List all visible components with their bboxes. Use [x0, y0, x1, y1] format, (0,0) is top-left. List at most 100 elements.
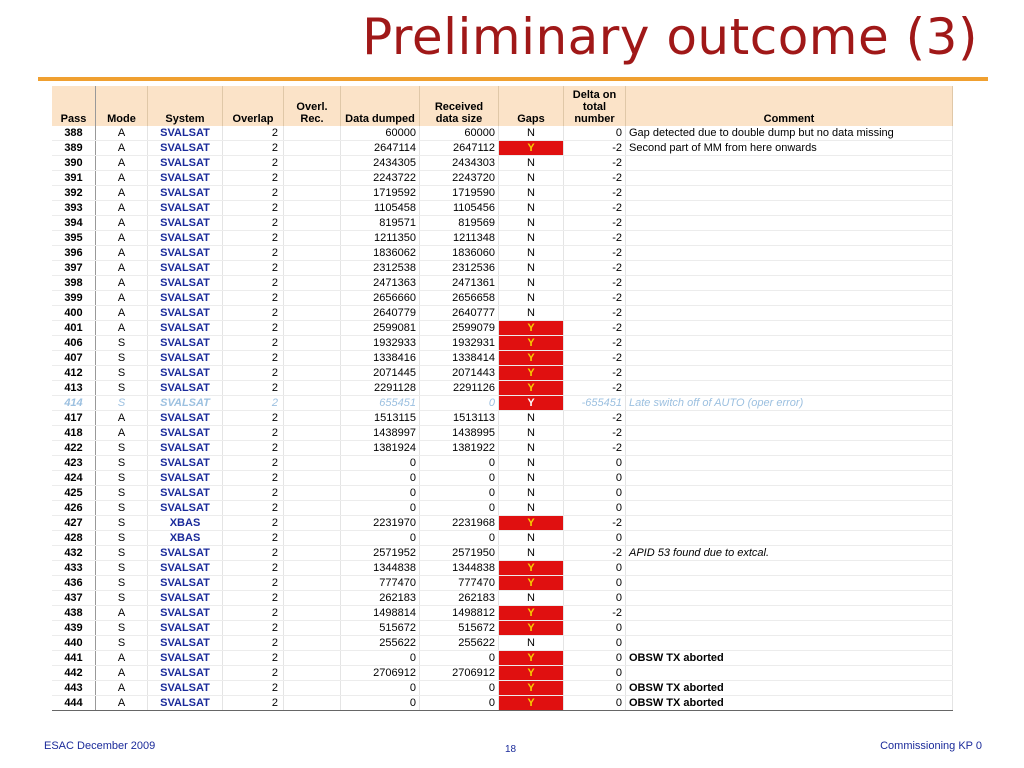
system-cell: SVALSAT: [147, 410, 223, 426]
overlap-cell: 2: [222, 500, 284, 516]
received-cell: 1719590: [419, 185, 499, 201]
delta-cell: 0: [563, 635, 626, 651]
mode-cell: A: [95, 185, 148, 201]
pass-cell: 423: [52, 455, 96, 471]
mode-cell: S: [95, 515, 148, 531]
pass-cell: 441: [52, 650, 96, 666]
data-dumped-cell: 1438997: [340, 425, 420, 441]
data-dumped-cell: 515672: [340, 620, 420, 636]
received-cell: 0: [419, 530, 499, 546]
mode-cell: A: [95, 305, 148, 321]
table-row: 424 S SVALSAT 2 0 0 N 0: [52, 470, 953, 486]
delta-cell: 0: [563, 470, 626, 486]
gaps-cell: Y: [498, 515, 564, 531]
mode-cell: S: [95, 635, 148, 651]
received-cell: 0: [419, 395, 499, 411]
overl-rec-cell: [283, 695, 341, 711]
data-dumped-cell: 0: [340, 650, 420, 666]
overlap-cell: 2: [222, 185, 284, 201]
overl-rec-cell: [283, 395, 341, 411]
received-cell: 515672: [419, 620, 499, 636]
mode-cell: S: [95, 440, 148, 456]
table-row: 412 S SVALSAT 2 2071445 2071443 Y -2: [52, 365, 953, 381]
overlap-cell: 2: [222, 455, 284, 471]
delta-cell: -2: [563, 515, 626, 531]
gaps-cell: N: [498, 530, 564, 546]
overl-rec-cell: [283, 515, 341, 531]
system-cell: SVALSAT: [147, 425, 223, 441]
table-row: 413 S SVALSAT 2 2291128 2291126 Y -2: [52, 380, 953, 396]
overlap-cell: 2: [222, 126, 284, 141]
overlap-cell: 2: [222, 140, 284, 156]
pass-cell: 439: [52, 620, 96, 636]
system-cell: SVALSAT: [147, 500, 223, 516]
overlap-cell: 2: [222, 620, 284, 636]
gaps-cell: Y: [498, 650, 564, 666]
delta-cell: -2: [563, 140, 626, 156]
table-row: 399 A SVALSAT 2 2656660 2656658 N -2: [52, 290, 953, 306]
mode-cell: A: [95, 155, 148, 171]
mode-cell: S: [95, 530, 148, 546]
data-dumped-cell: 2434305: [340, 155, 420, 171]
table-row: 417 A SVALSAT 2 1513115 1513113 N -2: [52, 410, 953, 426]
overlap-cell: 2: [222, 230, 284, 246]
received-cell: 262183: [419, 590, 499, 606]
gaps-cell: Y: [498, 365, 564, 381]
overlap-cell: 2: [222, 200, 284, 216]
delta-cell: 0: [563, 500, 626, 516]
comment-cell: [625, 575, 953, 591]
outcome-table: Pass Mode System Overlap Overl. Rec. Data…: [52, 86, 953, 711]
pass-cell: 418: [52, 425, 96, 441]
overlap-cell: 2: [222, 395, 284, 411]
gaps-cell: N: [498, 305, 564, 321]
data-dumped-cell: 1338416: [340, 350, 420, 366]
pass-cell: 392: [52, 185, 96, 201]
table-row: 401 A SVALSAT 2 2599081 2599079 Y -2: [52, 320, 953, 336]
overlap-cell: 2: [222, 665, 284, 681]
system-cell: SVALSAT: [147, 365, 223, 381]
header-system: System: [147, 86, 223, 126]
data-dumped-cell: 2291128: [340, 380, 420, 396]
comment-cell: OBSW TX aborted: [625, 650, 953, 666]
comment-cell: [625, 245, 953, 261]
system-cell: SVALSAT: [147, 155, 223, 171]
system-cell: SVALSAT: [147, 320, 223, 336]
mode-cell: A: [95, 260, 148, 276]
mode-cell: A: [95, 605, 148, 621]
pass-cell: 394: [52, 215, 96, 231]
pass-cell: 428: [52, 530, 96, 546]
table-row: 441 A SVALSAT 2 0 0 Y 0 OBSW TX aborted: [52, 650, 953, 666]
table-row: 427 S XBAS 2 2231970 2231968 Y -2: [52, 515, 953, 531]
pass-cell: 393: [52, 200, 96, 216]
mode-cell: S: [95, 335, 148, 351]
pass-cell: 391: [52, 170, 96, 186]
overlap-cell: 2: [222, 605, 284, 621]
gaps-cell: N: [498, 290, 564, 306]
comment-cell: OBSW TX aborted: [625, 695, 953, 711]
mode-cell: S: [95, 395, 148, 411]
system-cell: SVALSAT: [147, 290, 223, 306]
delta-cell: -2: [563, 320, 626, 336]
data-dumped-cell: 655451: [340, 395, 420, 411]
data-dumped-cell: 2656660: [340, 290, 420, 306]
data-dumped-cell: 0: [340, 500, 420, 516]
data-dumped-cell: 60000: [340, 126, 420, 141]
mode-cell: A: [95, 170, 148, 186]
pass-cell: 433: [52, 560, 96, 576]
table-row: 393 A SVALSAT 2 1105458 1105456 N -2: [52, 200, 953, 216]
mode-cell: S: [95, 380, 148, 396]
delta-cell: -2: [563, 155, 626, 171]
pass-cell: 390: [52, 155, 96, 171]
received-cell: 255622: [419, 635, 499, 651]
delta-cell: 0: [563, 126, 626, 141]
system-cell: SVALSAT: [147, 485, 223, 501]
mode-cell: S: [95, 500, 148, 516]
delta-cell: -2: [563, 245, 626, 261]
received-cell: 60000: [419, 126, 499, 141]
table-row: 444 A SVALSAT 2 0 0 Y 0 OBSW TX aborted: [52, 695, 953, 711]
overl-rec-cell: [283, 650, 341, 666]
comment-cell: [625, 380, 953, 396]
overl-rec-cell: [283, 410, 341, 426]
system-cell: SVALSAT: [147, 650, 223, 666]
received-cell: 1836060: [419, 245, 499, 261]
